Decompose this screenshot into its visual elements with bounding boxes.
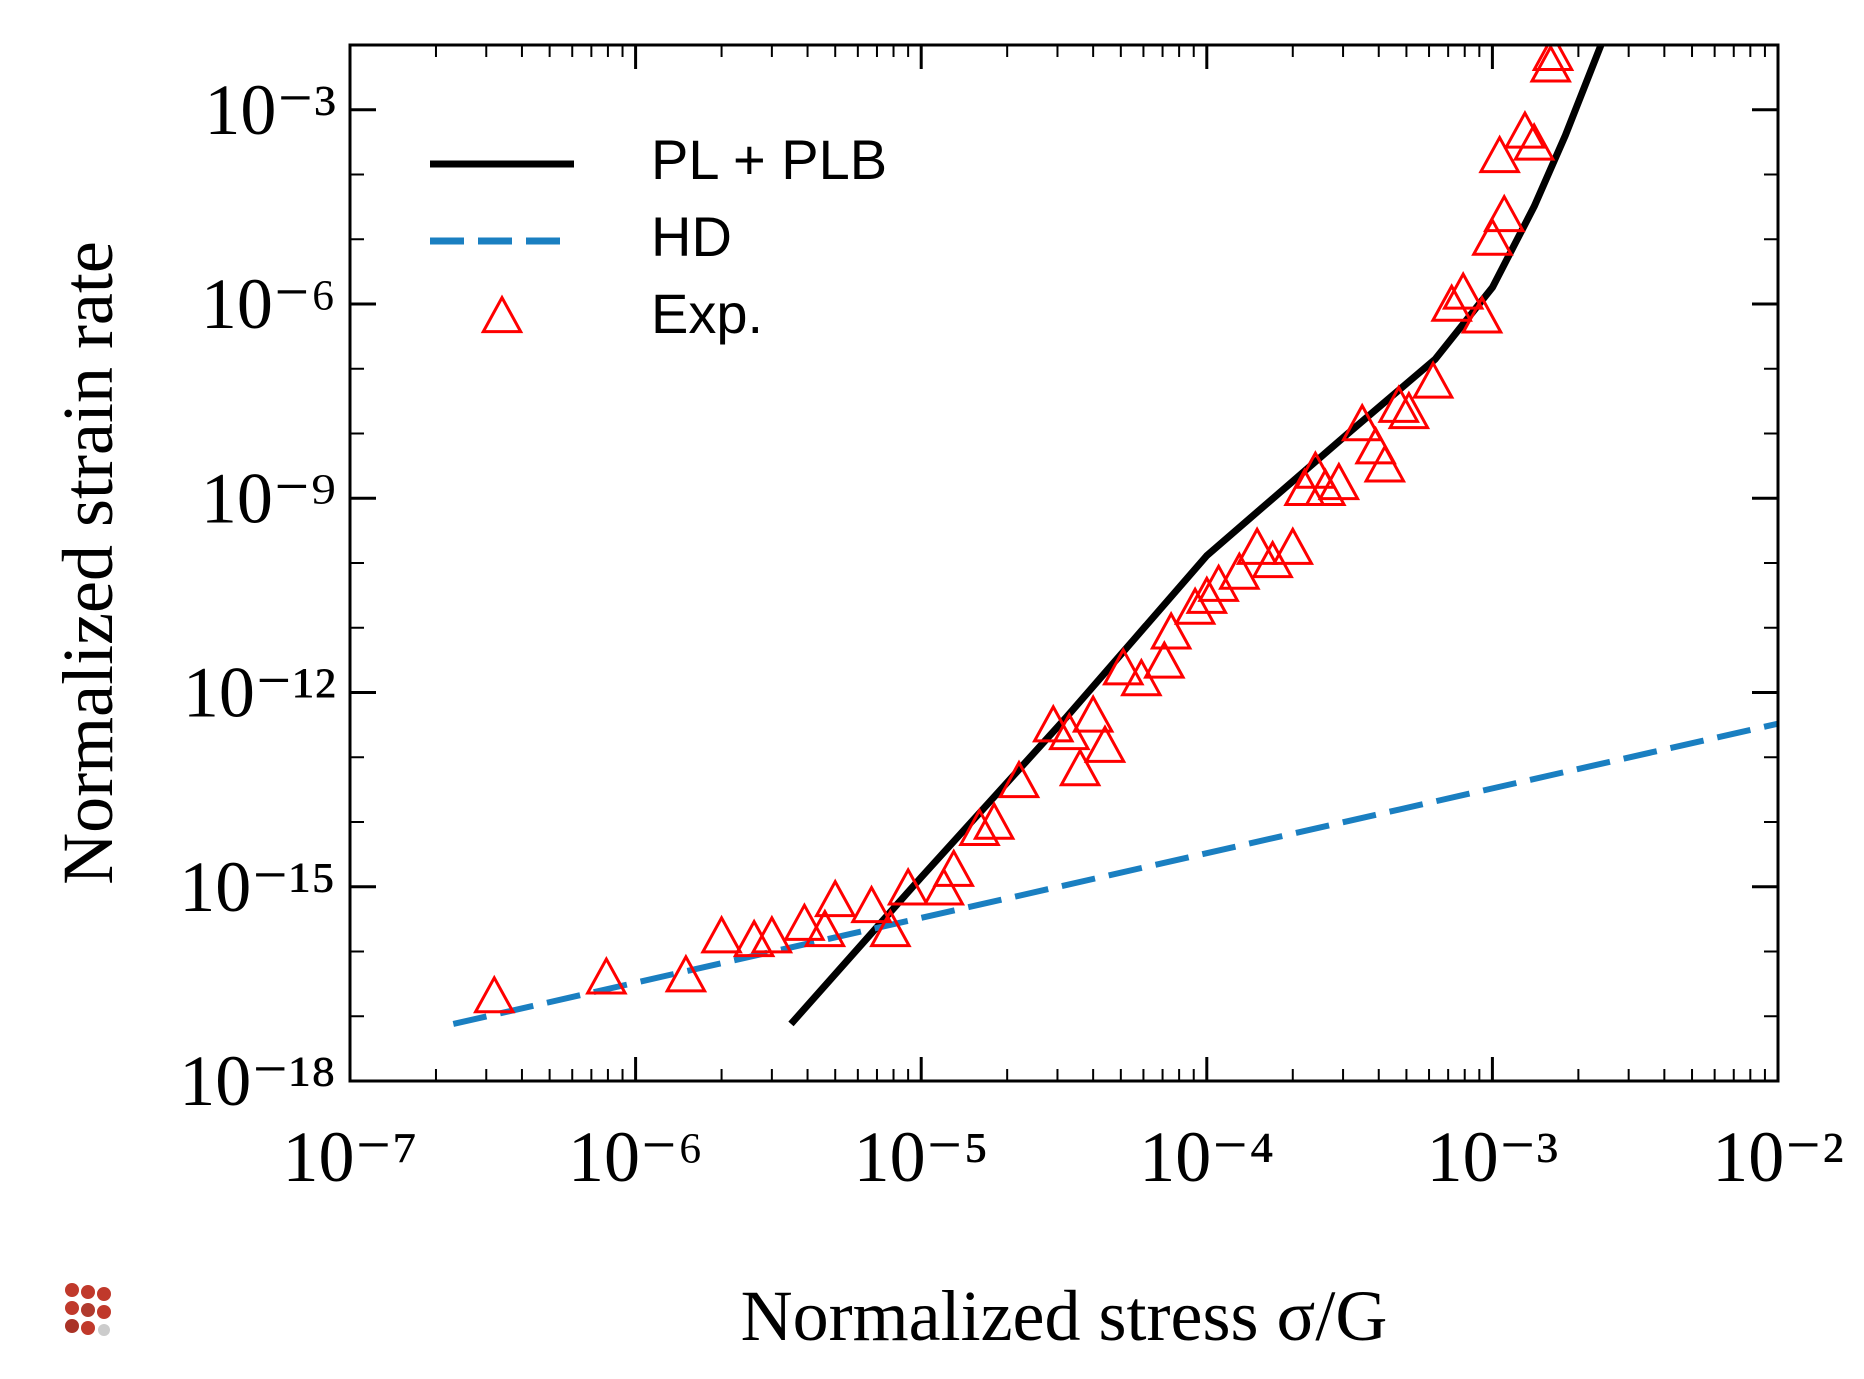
data-point xyxy=(1471,217,1514,256)
data-point xyxy=(1251,539,1294,579)
legend-label: Exp. xyxy=(651,282,763,345)
data-point xyxy=(1143,640,1186,679)
data-point xyxy=(958,807,1001,846)
y-tick-label: 10⁻¹² xyxy=(183,653,336,733)
data-point xyxy=(1083,724,1127,763)
data-point xyxy=(1482,193,1526,233)
data-point xyxy=(1071,694,1115,733)
data-point xyxy=(803,908,847,948)
data-point xyxy=(1387,390,1431,430)
data-point xyxy=(997,759,1041,799)
data-point xyxy=(473,974,516,1014)
y-tick-label: 10⁻³ xyxy=(204,70,336,150)
x-tick-label: 10⁻³ xyxy=(1427,1117,1559,1197)
data-point xyxy=(1317,461,1361,501)
data-point xyxy=(1411,360,1455,399)
x-tick-label: 10⁻⁷ xyxy=(282,1117,417,1197)
legend-label: PL + PLB xyxy=(651,128,887,191)
x-tick-label: 10⁻⁵ xyxy=(854,1117,989,1197)
plot-area xyxy=(452,45,1778,1027)
data-point xyxy=(869,908,912,948)
data-point xyxy=(1531,45,1575,71)
x-tick-label: 10⁻⁶ xyxy=(568,1117,703,1197)
y-tick-label: 10⁻¹⁸ xyxy=(179,1041,336,1121)
data-point xyxy=(664,953,708,993)
x-tick-label: 10⁻² xyxy=(1712,1117,1844,1197)
data-point xyxy=(1149,610,1193,650)
y-tick-label: 10⁻¹⁵ xyxy=(179,847,336,927)
x-tick-label: 10⁻⁴ xyxy=(1139,1117,1274,1197)
data-point xyxy=(922,866,966,906)
data-point xyxy=(1185,575,1229,614)
data-point xyxy=(850,884,893,924)
data-point xyxy=(1363,443,1407,483)
plot-frame xyxy=(348,43,1780,1083)
data-point xyxy=(1102,646,1145,686)
data-point xyxy=(1235,526,1279,565)
data-point xyxy=(1173,586,1217,625)
data-point xyxy=(813,878,857,918)
legend-label: HD xyxy=(651,205,732,268)
y-tick-label: 10⁻⁹ xyxy=(201,458,336,538)
data-point xyxy=(1058,747,1102,787)
data-point xyxy=(1441,271,1485,310)
logo-icon xyxy=(65,1283,111,1336)
data-point xyxy=(732,918,776,958)
data-point xyxy=(932,848,975,887)
data-point xyxy=(700,914,743,954)
data-point xyxy=(783,902,826,941)
legend-marker xyxy=(480,294,524,334)
x-axis-label: Normalized stress σ/G xyxy=(741,1276,1388,1356)
data-point xyxy=(1271,526,1315,565)
data-point xyxy=(1197,563,1240,602)
y-tick-label: 10⁻⁶ xyxy=(201,264,336,344)
y-axis-label: Normalized strain rate xyxy=(48,241,128,885)
data-point xyxy=(1512,122,1556,161)
data-point xyxy=(1529,45,1572,83)
data-point xyxy=(750,914,794,954)
data-point xyxy=(1304,467,1347,506)
data-point xyxy=(1354,425,1397,465)
data-point xyxy=(1503,109,1547,149)
data-point xyxy=(1478,134,1521,174)
data-point xyxy=(1430,283,1473,322)
data-point xyxy=(1218,551,1261,590)
data-point xyxy=(972,801,1016,840)
data-point xyxy=(1340,402,1384,442)
data-point xyxy=(886,866,930,906)
data-point xyxy=(1460,294,1504,334)
data-point xyxy=(1377,384,1420,423)
series-line xyxy=(452,720,1778,1027)
data-point xyxy=(585,955,628,995)
